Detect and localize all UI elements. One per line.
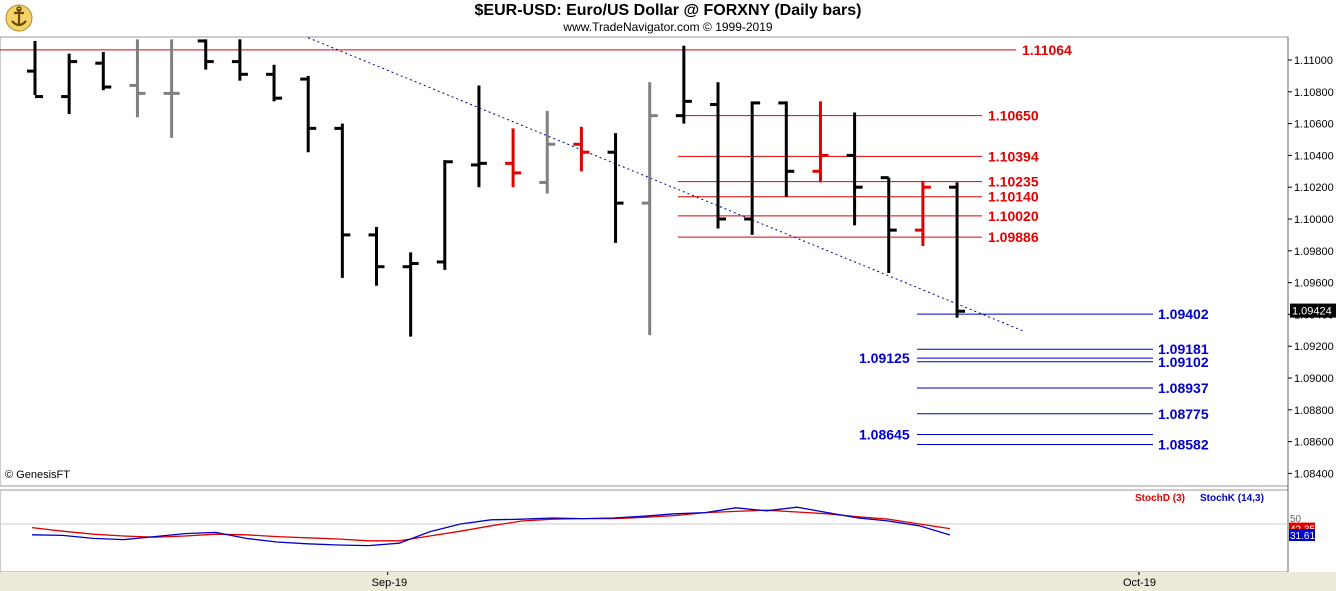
chart-subtitle: www.TradeNavigator.com © 1999-2019	[563, 20, 773, 34]
ohlc-bar	[27, 40, 43, 99]
anchor-logo-icon	[4, 3, 34, 33]
ohlc-bar	[675, 45, 692, 124]
y-tick-label: 1.09800	[1294, 246, 1334, 258]
x-axis-bar	[0, 572, 1336, 591]
y-tick-label: 1.10000	[1294, 214, 1334, 226]
y-tick-label: 1.10400	[1294, 150, 1334, 162]
ohlc-bar	[880, 176, 897, 274]
x-tick-label: Sep-19	[372, 577, 407, 589]
support-level-label: 1.09125	[859, 350, 910, 366]
copyright-text: © GenesisFT	[5, 469, 70, 481]
stochd-legend: StochD (3)	[1135, 493, 1185, 504]
ohlc-bar	[710, 82, 726, 229]
ohlc-bar	[163, 39, 180, 138]
resistance-level-label: 1.10394	[988, 148, 1039, 164]
y-tick-label: 1.10800	[1294, 87, 1334, 99]
ohlc-bar	[812, 101, 829, 183]
y-tick-label: 1.08600	[1294, 437, 1334, 449]
ohlc-bar	[539, 110, 556, 194]
stoch-panel	[0, 489, 1289, 573]
y-tick-label: 1.08400	[1294, 468, 1334, 480]
resistance-level-label: 1.10235	[988, 174, 1039, 190]
ohlc-bar	[914, 180, 931, 247]
ohlc-bar	[231, 39, 248, 81]
ohlc-bar	[129, 39, 146, 118]
stochk-value-marker	[1289, 529, 1315, 542]
support-level-label: 1.08582	[1158, 436, 1209, 452]
y-tick-label: 1.11000	[1294, 55, 1333, 67]
y-tick-label: 1.10600	[1294, 119, 1334, 131]
ohlc-bar	[95, 52, 112, 91]
support-level-label: 1.09181	[1158, 341, 1209, 357]
ohlc-bar	[197, 39, 214, 70]
ohlc-bar	[505, 128, 522, 188]
stochk-value: 31.61	[1290, 531, 1315, 542]
y-tick-label: 1.09600	[1294, 278, 1334, 290]
support-level-label: 1.08645	[859, 426, 910, 442]
stochk-legend: StochK (14,3)	[1200, 493, 1264, 504]
stochd-line	[31, 509, 951, 542]
last-price-marker	[1290, 303, 1336, 318]
support-level-label: 1.09102	[1158, 354, 1209, 370]
support-level-label: 1.09402	[1158, 306, 1209, 322]
ohlc-bar	[300, 75, 317, 153]
ohlc-bar	[846, 112, 863, 226]
resistance-level-label: 1.10020	[988, 208, 1039, 224]
y-tick-label: 1.10200	[1294, 182, 1334, 194]
x-tick-label: Oct-19	[1123, 577, 1156, 589]
y-tick-label: 1.09000	[1294, 373, 1334, 385]
ohlc-bar	[436, 160, 453, 270]
price-panel	[0, 36, 1289, 487]
stochk-line	[31, 506, 951, 547]
ohlc-bar	[368, 226, 385, 286]
stoch-level-label: 50	[1290, 514, 1302, 525]
ohlc-bar	[949, 182, 966, 318]
resistance-level-label: 1.11064	[1022, 42, 1072, 58]
ohlc-bar	[334, 123, 351, 278]
support-level-label: 1.08937	[1158, 380, 1209, 396]
resistance-level-label: 1.10140	[988, 189, 1039, 205]
ohlc-bar	[61, 53, 78, 115]
resistance-level-label: 1.10650	[988, 108, 1039, 124]
chart-title: $EUR-USD: Euro/US Dollar @ FORXNY (Daily…	[474, 2, 862, 19]
ohlc-bar	[641, 82, 658, 336]
support-level-label: 1.08775	[1158, 406, 1209, 422]
ohlc-bar	[470, 85, 487, 188]
y-tick-label: 1.08800	[1294, 405, 1334, 417]
chart-header: $EUR-USD: Euro/US Dollar @ FORXNY (Daily…	[0, 0, 1336, 36]
ohlc-bar	[402, 252, 419, 337]
ohlc-bar	[266, 64, 283, 102]
resistance-level-label: 1.09886	[988, 229, 1039, 245]
ohlc-bar	[573, 126, 590, 172]
trendline	[308, 37, 1026, 333]
y-tick-label: 1.09200	[1294, 341, 1334, 353]
ohlc-bar	[607, 133, 624, 243]
ohlc-bar	[778, 101, 795, 197]
ohlc-bar	[744, 101, 761, 235]
last-price-label: 1.09424	[1292, 306, 1332, 318]
